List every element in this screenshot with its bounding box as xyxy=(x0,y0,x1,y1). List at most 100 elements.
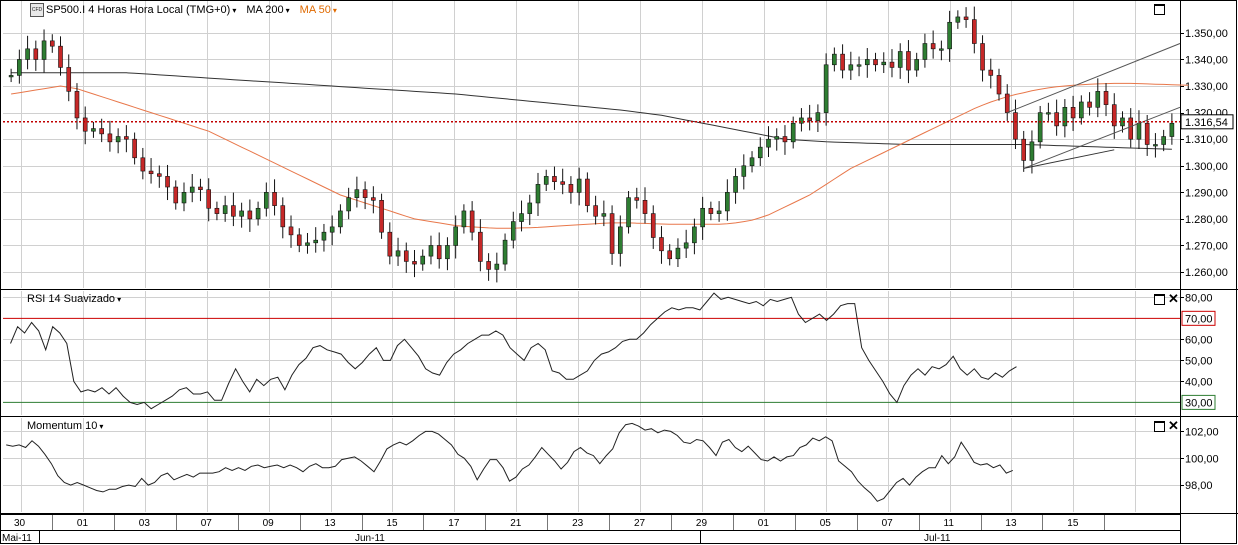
candle-up xyxy=(1037,112,1043,143)
candle-up xyxy=(725,192,730,212)
x-day-label: 30 xyxy=(14,518,26,529)
chevron-down-icon[interactable]: ▾ xyxy=(332,5,337,15)
trendline xyxy=(1023,149,1115,169)
candle-down xyxy=(1013,112,1018,140)
candle-up xyxy=(1153,144,1158,147)
candle-up xyxy=(494,263,500,270)
candle-down xyxy=(362,189,368,198)
candle-down xyxy=(609,213,615,254)
candle-up xyxy=(1062,106,1068,127)
candle-down xyxy=(74,91,80,119)
rsi-level-label: 30,00 xyxy=(1185,397,1213,409)
x-day-label: 09 xyxy=(263,518,275,529)
candle-up xyxy=(264,192,269,209)
candle-up xyxy=(618,226,623,254)
candle-down xyxy=(99,128,104,135)
cfd-logo-icon: CFD xyxy=(30,3,44,17)
candle-up xyxy=(395,250,401,257)
y-tick-label: 1.330,00 xyxy=(1185,81,1228,93)
candle-up xyxy=(749,157,755,167)
maximize-icon[interactable] xyxy=(1154,4,1165,15)
x-day-label: 13 xyxy=(1005,518,1017,529)
candle-down xyxy=(124,136,129,140)
close-icon[interactable]: ✕ xyxy=(1168,291,1179,306)
candle-down xyxy=(280,205,286,228)
candle-down xyxy=(840,53,845,71)
candle-down xyxy=(807,117,812,121)
candle-down xyxy=(980,43,985,71)
chevron-down-icon[interactable]: ▾ xyxy=(99,421,104,431)
candle-down xyxy=(165,176,170,188)
ma200-label[interactable]: MA 200 xyxy=(246,4,284,16)
maximize-icon[interactable] xyxy=(1154,421,1165,432)
close-icon[interactable]: ✕ xyxy=(1168,418,1179,433)
candle-up xyxy=(346,197,351,212)
trendline xyxy=(1023,106,1181,169)
rsi-line xyxy=(10,292,1017,410)
momentum-title[interactable]: Momentum 10 xyxy=(27,420,98,432)
ma50-line xyxy=(11,82,1189,229)
candle-up xyxy=(222,205,228,214)
candle-up xyxy=(955,16,961,23)
candle-down xyxy=(972,19,977,44)
ma50-label[interactable]: MA 50 xyxy=(299,4,331,16)
y-tick-label: 1.310,00 xyxy=(1185,134,1228,146)
candle-down xyxy=(906,51,911,71)
candle-up xyxy=(922,43,928,60)
candle-up xyxy=(1169,122,1175,137)
candle-down xyxy=(379,200,384,233)
candle-up xyxy=(1046,112,1051,115)
candle-down xyxy=(988,69,994,76)
candle-down xyxy=(1111,104,1117,127)
momentum-line xyxy=(6,422,1013,502)
candle-up xyxy=(17,59,22,76)
candle-up xyxy=(601,213,607,217)
x-day-label: 15 xyxy=(386,518,398,529)
candle-down xyxy=(889,61,895,68)
candle-up xyxy=(914,59,919,71)
candle-down xyxy=(930,43,936,50)
candle-down xyxy=(478,231,483,262)
candle-down xyxy=(1103,91,1109,105)
candle-up xyxy=(799,117,804,124)
candle-up xyxy=(947,21,952,50)
chevron-down-icon[interactable]: ▾ xyxy=(117,294,122,304)
candle-up xyxy=(815,112,821,121)
candle-down xyxy=(206,189,211,209)
candle-up xyxy=(313,239,319,244)
symbol-title[interactable]: SP500.I 4 Horas Hora Local (TMG+0) xyxy=(46,4,231,16)
candle-up xyxy=(305,242,310,246)
x-day-label: 27 xyxy=(634,518,646,529)
candle-up xyxy=(461,210,467,228)
x-day-label: 01 xyxy=(77,518,89,529)
maximize-icon[interactable] xyxy=(1154,294,1165,305)
chevron-down-icon[interactable]: ▾ xyxy=(232,5,237,15)
x-day-label: 05 xyxy=(820,518,832,529)
candle-up xyxy=(543,176,549,185)
candle-down xyxy=(387,231,393,257)
candle-down xyxy=(634,197,640,201)
y-tick-label: 50,00 xyxy=(1185,355,1213,367)
x-month-label: Mai-11 xyxy=(2,533,32,544)
x-day-label: 15 xyxy=(1067,518,1079,529)
candle-down xyxy=(33,48,39,60)
candle-up xyxy=(626,197,631,228)
candle-up xyxy=(716,210,722,214)
candle-up xyxy=(1029,141,1035,161)
candle-up xyxy=(181,192,187,204)
y-tick-label: 100,00 xyxy=(1185,453,1219,465)
candle-down xyxy=(156,173,162,177)
candle-down xyxy=(66,67,72,92)
chevron-down-icon[interactable]: ▾ xyxy=(285,5,290,15)
last-price-label: 1.316,54 xyxy=(1185,117,1228,129)
candle-up xyxy=(502,239,508,265)
candle-down xyxy=(231,205,236,217)
rsi-title[interactable]: RSI 14 Suavizado xyxy=(27,293,116,305)
x-day-label: 21 xyxy=(510,518,522,529)
candle-up xyxy=(757,146,763,159)
x-day-label: 13 xyxy=(325,518,337,529)
x-day-label: 03 xyxy=(139,518,151,529)
candle-down xyxy=(963,16,969,20)
rsi-pane-header: RSI 14 Suavizado ▾ xyxy=(27,293,121,305)
